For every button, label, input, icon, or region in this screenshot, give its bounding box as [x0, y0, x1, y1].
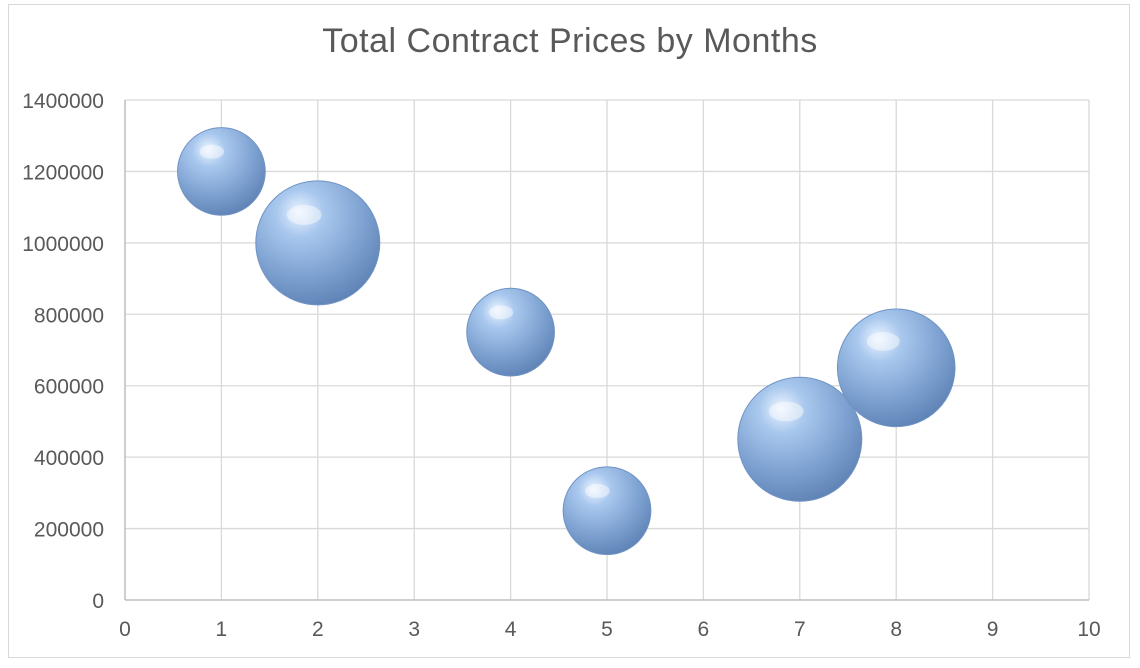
bubble-mark — [836, 308, 956, 428]
x-tick-label: 3 — [408, 618, 420, 641]
bubble — [466, 287, 555, 377]
chart-title: Total Contract Prices by Months — [322, 22, 818, 60]
y-tick-label: 400000 — [34, 447, 104, 470]
y-tick-label: 1200000 — [22, 161, 104, 184]
bubble — [255, 180, 381, 306]
x-tick-label: 7 — [794, 618, 806, 641]
x-tick-label: 6 — [698, 618, 710, 641]
x-tick-label: 4 — [505, 618, 517, 641]
bubble-highlight — [866, 331, 900, 351]
bubble — [836, 308, 956, 428]
bubble-mark — [737, 376, 863, 502]
bubble-mark — [255, 180, 381, 306]
y-tick-label: 600000 — [34, 376, 104, 399]
gridlines — [125, 99, 1090, 600]
bubble-highlight — [286, 205, 322, 225]
x-tick-label: 8 — [890, 618, 902, 641]
x-tick-label: 9 — [987, 618, 999, 641]
bubble-mark — [177, 127, 266, 216]
bubble-highlight — [488, 305, 514, 320]
y-tick-label: 1000000 — [22, 233, 104, 256]
bubble-mark — [466, 287, 555, 377]
y-tick-label: 200000 — [34, 519, 104, 542]
y-tick-label: 800000 — [34, 304, 104, 327]
x-tick-label: 1 — [216, 618, 228, 641]
bubble-highlight — [199, 144, 225, 159]
bubble — [177, 127, 266, 216]
y-tick-label: 0 — [92, 590, 104, 613]
axes: 0 1 2 3 4 5 6 7 8 9 10 0 200000 400000 600000 800000 100… — [22, 90, 1100, 641]
bubble — [562, 466, 652, 556]
x-tick-label: 5 — [601, 618, 613, 641]
x-tick-label: 0 — [119, 618, 131, 641]
chart-area — [8, 4, 1130, 658]
x-tick-label: 10 — [1077, 618, 1100, 641]
bubble-mark — [562, 466, 652, 556]
bubbles — [177, 127, 956, 556]
bubble-highlight — [585, 483, 610, 499]
bubble-highlight — [768, 401, 804, 422]
x-tick-label: 2 — [312, 618, 324, 641]
y-tick-label: 1400000 — [22, 90, 104, 113]
bubble — [737, 376, 863, 502]
